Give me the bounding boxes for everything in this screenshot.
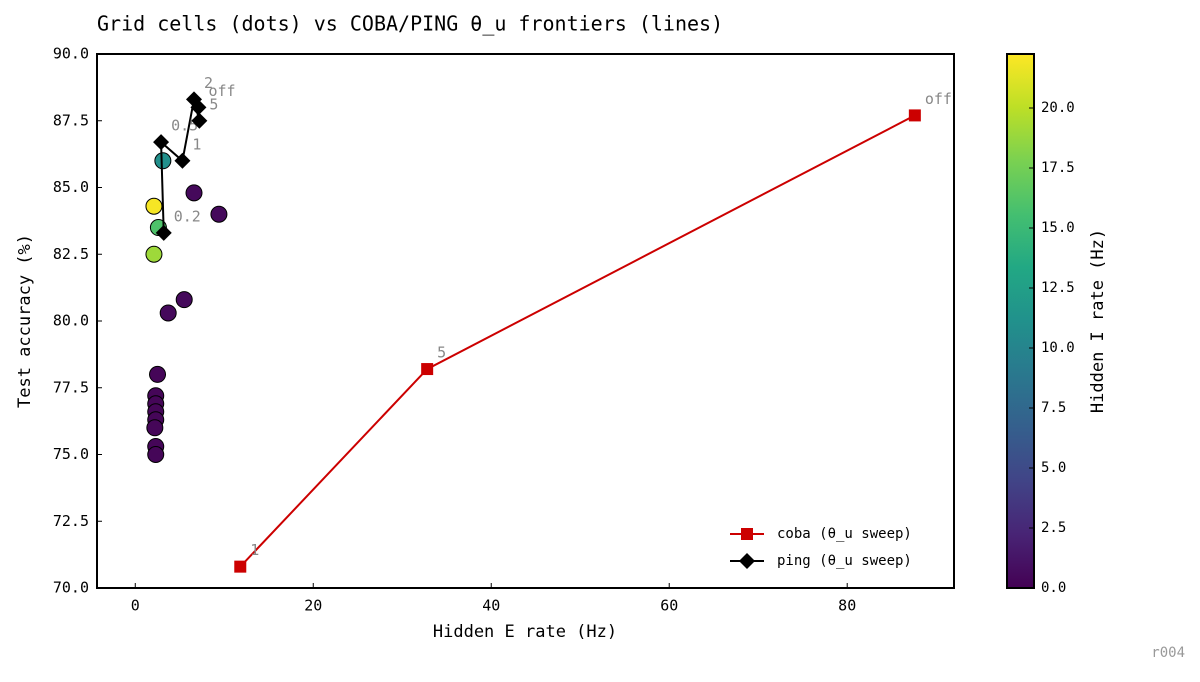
grid-cell-dot	[149, 365, 167, 383]
colorbar-tick-label: 17.5	[1041, 160, 1075, 176]
y-tick-label: 70.0	[53, 579, 89, 597]
colorbar-tick-label: 7.5	[1041, 400, 1066, 416]
frontier-point	[234, 560, 247, 573]
x-tick-label: 0	[131, 597, 140, 615]
colorbar-frame	[1006, 53, 1035, 589]
grid-cell-dot	[145, 197, 163, 215]
colorbar-tick-label: 5.0	[1041, 460, 1066, 476]
y-tick-label: 75.0	[53, 445, 89, 463]
frontier-line	[239, 114, 916, 568]
x-tick-label: 80	[838, 597, 856, 615]
colorbar-tick-label: 20.0	[1041, 100, 1075, 116]
plot-frame	[96, 53, 955, 589]
point-label: 5	[437, 344, 446, 362]
x-tick-label: 40	[482, 597, 500, 615]
colorbar-tick-label: 15.0	[1041, 220, 1075, 236]
colorbar-tick-label: 12.5	[1041, 280, 1075, 296]
frontier-point	[174, 152, 191, 169]
point-label: 5	[209, 95, 218, 113]
x-axis-label: Hidden E rate (Hz)	[433, 622, 617, 642]
legend-label: coba (θ_u sweep)	[777, 526, 912, 542]
y-tick-label: 82.5	[53, 245, 89, 263]
frontier-point	[191, 112, 208, 129]
point-label: off	[208, 82, 235, 100]
chart-title: Grid cells (dots) vs COBA/PING θ_u front…	[97, 12, 723, 36]
point-label: 0.2	[174, 207, 201, 225]
colorbar-tick-label: 2.5	[1041, 520, 1066, 536]
legend-marker	[739, 553, 755, 569]
colorbar	[1007, 54, 1034, 588]
footnote: r004	[1151, 645, 1185, 661]
point-label: 1	[250, 541, 259, 559]
grid-cell-dot	[146, 419, 164, 437]
x-tick-label: 60	[660, 597, 678, 615]
y-tick-label: 72.5	[53, 512, 89, 530]
grid-cell-dot	[210, 205, 228, 223]
frontier-point	[190, 99, 207, 116]
grid-cell-dot	[175, 291, 193, 309]
frontier-point	[155, 224, 172, 241]
point-label: 2	[204, 74, 213, 92]
grid-cell-dot	[159, 304, 177, 322]
point-label: 0.5	[171, 117, 198, 135]
legend-marker	[741, 528, 753, 540]
x-tick-label: 20	[304, 597, 322, 615]
grid-cell-dot	[154, 152, 172, 170]
y-tick-label: 85.0	[53, 178, 89, 196]
grid-cell-dot	[185, 184, 203, 202]
colorbar-tick-label: 0.0	[1041, 580, 1066, 596]
point-label: off	[925, 90, 952, 108]
frontier-point	[153, 134, 170, 151]
y-axis-label: Test accuracy (%)	[15, 234, 35, 408]
frontier-point	[908, 109, 921, 122]
point-label: 1	[192, 135, 201, 153]
colorbar-tick-label: 10.0	[1041, 340, 1075, 356]
grid-cell-dot	[145, 245, 163, 263]
y-tick-label: 87.5	[53, 111, 89, 129]
y-tick-label: 80.0	[53, 312, 89, 330]
colorbar-label: Hidden I rate (Hz)	[1088, 229, 1108, 413]
y-tick-label: 77.5	[53, 378, 89, 396]
legend-label: ping (θ_u sweep)	[777, 553, 912, 569]
frontier-point	[421, 363, 434, 376]
y-tick-label: 90.0	[53, 45, 89, 63]
grid-cell-dot	[147, 446, 165, 463]
